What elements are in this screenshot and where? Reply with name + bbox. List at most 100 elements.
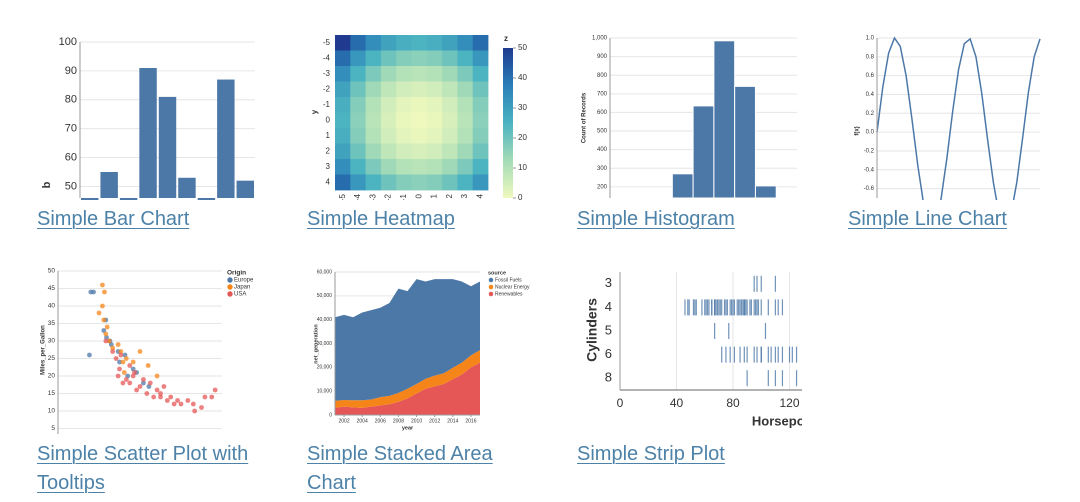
- legend-label: Japan: [234, 285, 250, 291]
- scatter-point: [137, 349, 143, 354]
- scatter-point: [171, 401, 177, 407]
- thumbnail[interactable]: 1.0 0.8 0.6 0.4 0.2 0.0 -0.2 -0.4 -0.6 f(x): [848, 30, 1080, 200]
- scatter-point: [113, 356, 119, 361]
- heatmap-cell: [426, 174, 443, 191]
- scatter-point: [103, 331, 109, 337]
- thumbnail[interactable]: 0 40 80 120 3 4 5 6 8 Horsepower Cylinders: [577, 262, 802, 434]
- heatmap-cell: [396, 174, 412, 191]
- heatmap-cell: [411, 143, 428, 160]
- scatter-point: [161, 384, 167, 389]
- heatmap-cell: [380, 97, 397, 113]
- chart: 1.0 0.8 0.6 0.4 0.2 0.0 -0.2 -0.4 -0.6 f(x): [855, 36, 1041, 200]
- heatmap-cell: [472, 143, 489, 160]
- heatmap-cell: [365, 97, 382, 113]
- y-axis-title: Miles_per_Gallon: [41, 325, 47, 375]
- heatmap-cell: [396, 81, 412, 98]
- heatmap-cell: [396, 159, 412, 175]
- example-link[interactable]: Simple Strip Plot: [577, 443, 725, 465]
- thumbnail[interactable]: -5 -4 -3 -2 -1 0 1 2 3 4 -5 -4 -3 -2 -1 0 1 2 3 4 y 0 10 20 30 40…: [307, 30, 542, 200]
- y-tick-label: 10,000: [317, 388, 333, 394]
- scatter-point: [137, 384, 143, 389]
- bar: [217, 79, 235, 198]
- legend-tick-label: 50: [518, 43, 527, 52]
- bar: [100, 172, 118, 198]
- heatmap-cell: [365, 143, 382, 160]
- heatmap-cell: [365, 128, 382, 144]
- y-tick-label: 50: [48, 268, 56, 275]
- thumbnail[interactable]: 0 10,000 20,000 30,000 40,000 50,000 60,000 200…: [307, 262, 542, 434]
- scatter-point: [118, 349, 124, 354]
- legend-title: source: [488, 270, 506, 276]
- x-tick-label: -5: [338, 193, 347, 200]
- legend-title: z: [504, 34, 508, 43]
- x-tick-label: 1: [430, 193, 439, 198]
- x-tick-label: 2002: [339, 418, 350, 424]
- heatmap-cell: [350, 128, 366, 144]
- y-tick-label: 500: [597, 129, 608, 135]
- heatmap-cell: [472, 50, 489, 67]
- scatter-point: [199, 405, 204, 410]
- y-tick-label: 5: [605, 322, 612, 337]
- heatmap-cell: [365, 81, 382, 98]
- y-axis-title: y: [310, 109, 319, 114]
- scatter-point: [175, 398, 180, 403]
- heatmap-cell: [442, 81, 458, 98]
- heatmap-cell: [365, 174, 382, 191]
- heatmap-cell: [457, 97, 474, 113]
- scatter-point: [151, 394, 157, 400]
- x-tick-label: 2016: [465, 418, 476, 424]
- y-tick-label: 0.4: [866, 92, 875, 98]
- scatter-point: [103, 338, 109, 344]
- legend-swatch: [488, 291, 494, 297]
- heatmap-cell: [457, 143, 474, 160]
- thumbnail[interactable]: 200 300 400 500 600 700 800 900 1,000 Count of Re…: [577, 30, 812, 200]
- x-tick-label: 0: [414, 193, 423, 198]
- heatmap-cell: [396, 50, 412, 67]
- scatter-point: [190, 401, 196, 407]
- heatmap-cell: [380, 35, 397, 51]
- y-tick-label: -0.2: [864, 149, 875, 155]
- scatter-point: [192, 408, 198, 414]
- y-tick-label: -4: [323, 53, 331, 62]
- x-axis-title: Horsepower: [752, 413, 802, 428]
- heatmap-cell: [335, 112, 351, 129]
- thumbnail[interactable]: 50 60 70 80 90 100 b: [37, 30, 272, 200]
- heatmap-cell: [350, 112, 366, 129]
- example-link[interactable]: Simple Scatter Plot with Tooltips: [37, 443, 249, 494]
- bar: [158, 96, 177, 198]
- example-link[interactable]: Simple Stacked Area Chart: [307, 443, 493, 494]
- heatmap-cell: [426, 143, 443, 160]
- example-link[interactable]: Simple Bar Chart: [37, 208, 190, 230]
- heatmap-cell: [457, 81, 474, 98]
- heatmap-cell: [472, 112, 489, 129]
- heatmap-cell: [442, 97, 458, 113]
- y-tick-label: -3: [323, 69, 331, 78]
- scatter-point: [100, 282, 105, 288]
- scatter-point: [168, 394, 174, 400]
- scatter-point: [158, 394, 163, 400]
- legend-swatch: [488, 277, 494, 283]
- heatmap-cell: [350, 143, 366, 160]
- scatter-point: [178, 401, 184, 407]
- y-tick-label: 35: [48, 320, 56, 327]
- area-series: [335, 362, 480, 415]
- scatter-point: [100, 303, 105, 309]
- y-tick-label: 15: [48, 390, 56, 397]
- scatter-point: [147, 380, 153, 386]
- example-link[interactable]: Simple Line Chart: [848, 208, 1007, 230]
- example-link[interactable]: Simple Heatmap: [307, 208, 455, 230]
- y-tick-label: -5: [323, 38, 331, 47]
- x-tick-label: 2008: [393, 418, 404, 424]
- scatter-point: [144, 391, 150, 396]
- example-link[interactable]: Simple Histogram: [577, 208, 735, 230]
- legend-tick-label: 30: [518, 103, 527, 112]
- thumbnail[interactable]: 5 10 15 20 25 30 35 40 45 50 Miles_per_Gallon Origi…: [37, 262, 272, 434]
- heatmap-cell: [457, 50, 474, 67]
- scatter-point: [117, 359, 122, 365]
- heatmap-cell: [442, 50, 458, 67]
- heatmap-cell: [380, 128, 397, 144]
- x-tick-label: 40: [670, 396, 684, 410]
- legend-title: Origin: [227, 270, 246, 277]
- scatter-point: [185, 398, 191, 403]
- heatmap-cell: [457, 128, 474, 144]
